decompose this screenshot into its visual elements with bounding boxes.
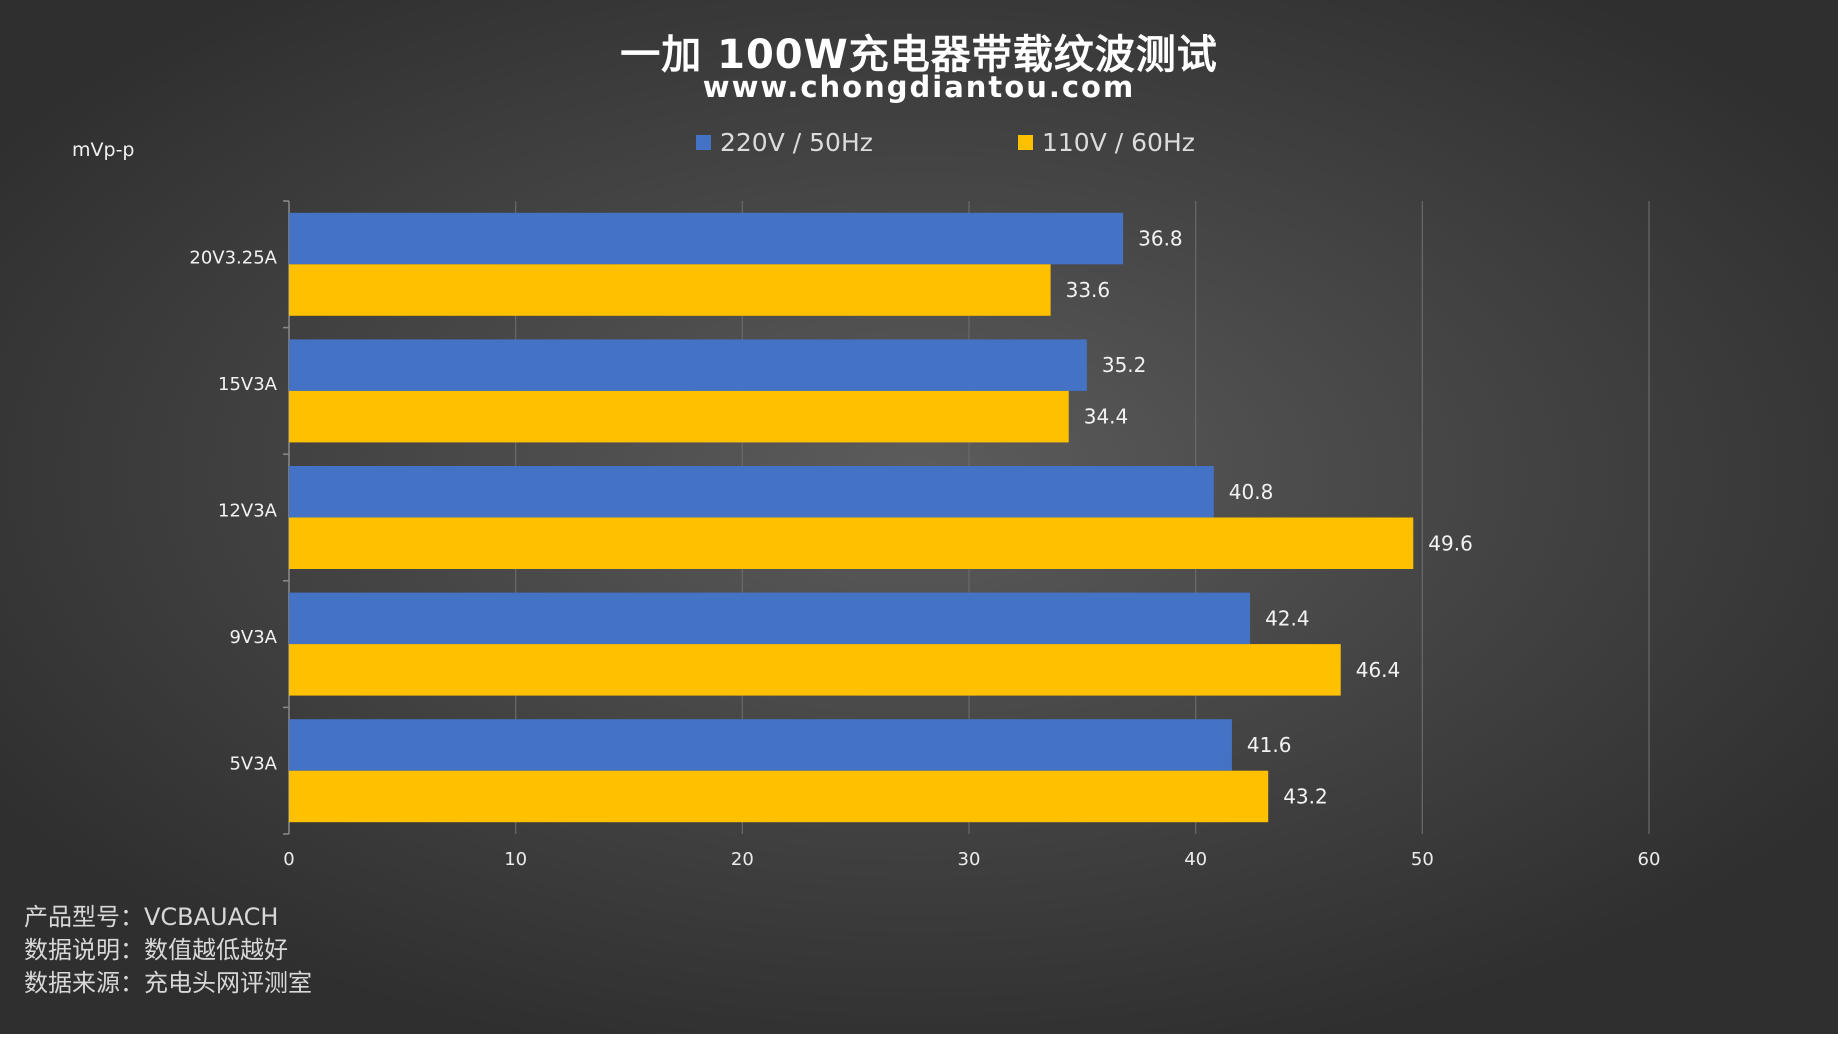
footer-model: 产品型号：VCBAUACH [24, 903, 279, 931]
bar [289, 264, 1051, 316]
bar-chart: 0 10 20 30 40 50 60 36.8 33.6 20V3.25A 35.2 34.4 15V… [189, 200, 1661, 870]
footer-note: 数据说明：数值越低越好 [24, 936, 288, 964]
x-tick-label: 0 [283, 849, 294, 870]
bar [289, 339, 1087, 391]
legend-swatch-220v [696, 134, 711, 150]
x-tick-label: 60 [1638, 849, 1661, 870]
data-label: 42.4 [1265, 606, 1310, 630]
data-label: 46.4 [1356, 658, 1401, 682]
data-label: 49.6 [1428, 531, 1473, 555]
category-label: 9V3A [229, 627, 277, 648]
bar [289, 390, 1069, 443]
x-tick-label: 40 [1184, 849, 1207, 870]
footer-source: 数据来源：充电头网评测室 [24, 969, 312, 997]
bar [289, 517, 1414, 569]
legend-swatch-110v [1018, 134, 1033, 150]
data-label: 33.6 [1066, 278, 1111, 302]
unit-label: mVp-p [72, 139, 135, 161]
bar [289, 719, 1232, 771]
data-label: 41.6 [1247, 733, 1292, 757]
legend-item-220v: 220V / 50Hz [696, 124, 873, 160]
legend-item-110v: 110V / 60Hz [1018, 124, 1195, 160]
category-label: 20V3.25A [189, 247, 277, 268]
bar [289, 212, 1124, 265]
legend-label-220v: 220V / 50Hz [720, 127, 873, 157]
category-label: 15V3A [218, 374, 278, 395]
x-tick-label: 10 [504, 849, 527, 870]
x-tick-label: 30 [958, 849, 981, 870]
x-tick-label: 20 [731, 849, 754, 870]
category-label: 12V3A [218, 501, 278, 522]
data-label: 36.8 [1138, 227, 1183, 251]
bar [289, 770, 1269, 823]
data-label: 35.2 [1102, 353, 1147, 377]
chart-subtitle: www.chongdiantou.com [702, 70, 1136, 104]
data-label: 43.2 [1283, 784, 1328, 808]
data-label: 34.4 [1084, 405, 1129, 429]
chart-background: 一加 100W充电器带载纹波测试 www.chongdiantou.com 22… [0, 0, 1838, 1034]
chart-title: 一加 100W充电器带载纹波测试 [620, 32, 1218, 78]
x-tick-label: 50 [1411, 849, 1434, 870]
data-label: 40.8 [1229, 480, 1274, 504]
bar [289, 592, 1251, 645]
category-label: 5V3A [229, 754, 277, 775]
legend-label-110v: 110V / 60Hz [1042, 127, 1195, 157]
bar [289, 644, 1341, 696]
bar [289, 466, 1214, 518]
